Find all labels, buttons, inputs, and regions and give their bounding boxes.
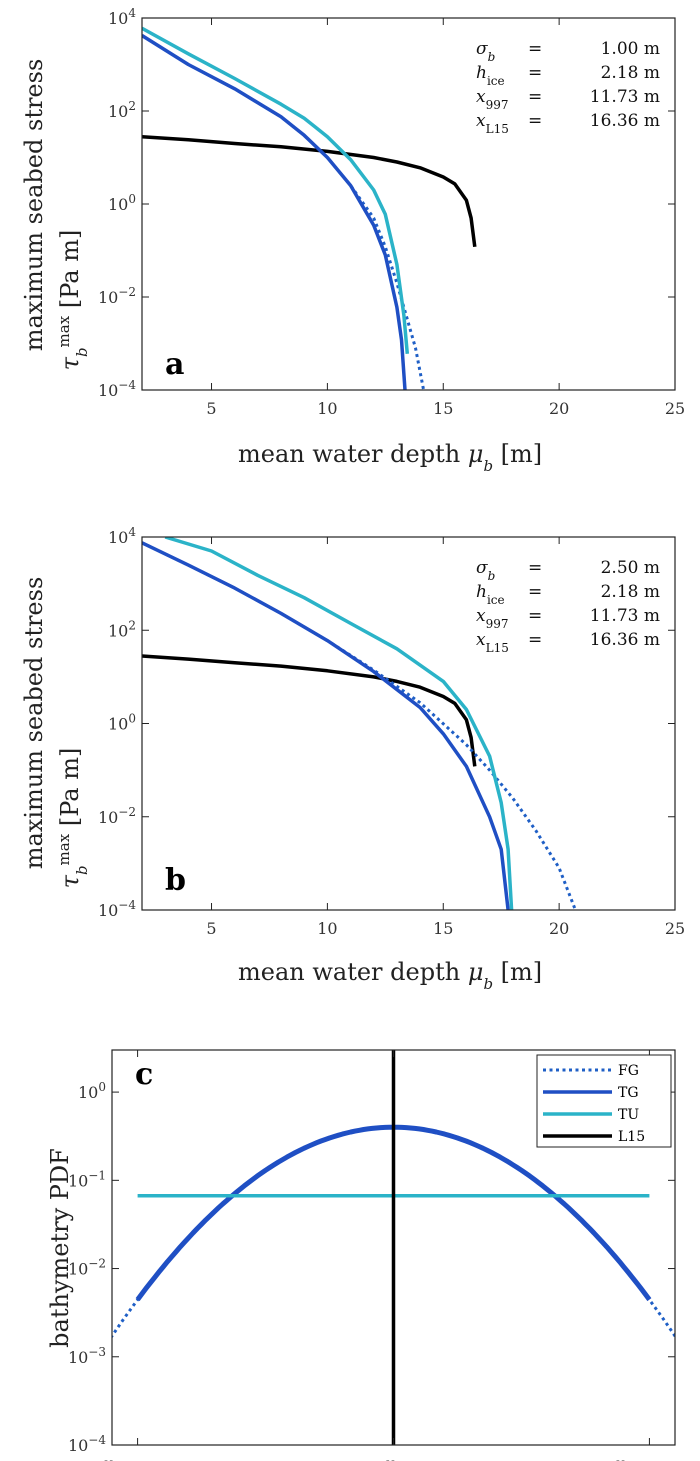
- annotation-xl15-label: xL15: [476, 111, 509, 136]
- y-tick-label: 104: [108, 525, 136, 547]
- x-tick-label: μb: [385, 1454, 402, 1461]
- annotation-eq: =: [528, 558, 542, 578]
- panel-a-series: [142, 26, 477, 390]
- annotation-eq: =: [528, 87, 542, 107]
- y-tick-label: 102: [108, 618, 136, 640]
- panel-label-c: c: [135, 1057, 153, 1092]
- y-tick-label: 10−2: [98, 805, 136, 827]
- legend-label-fg: FG: [618, 1063, 639, 1079]
- legend-label-l15: L15: [618, 1129, 645, 1145]
- annotation-x997-label: x997: [476, 606, 509, 631]
- series-tu-line: [142, 26, 410, 354]
- annotation-hice-value: 2.18 m: [601, 63, 660, 83]
- annotation-eq: =: [528, 39, 542, 59]
- panel-a-axes-box: [141, 17, 676, 391]
- y-axis-label-bottom: τbmax [Pa m]: [55, 748, 91, 889]
- x-tick-label: 20: [549, 399, 569, 418]
- legend-items: FG TG TU L15: [543, 1063, 645, 1145]
- series-l15-line: [142, 134, 477, 248]
- series-fg-line: [142, 541, 577, 910]
- legend-label-tg: TG: [618, 1085, 639, 1101]
- y-tick-label: 100: [78, 1080, 106, 1102]
- x-tick-label: 25: [665, 399, 685, 418]
- x-tick-label: 15: [433, 919, 453, 938]
- x-tick-label: 15: [433, 399, 453, 418]
- y-axis-label-top: maximum seabed stress: [20, 577, 48, 870]
- y-tick-label: 100: [108, 712, 136, 734]
- y-tick-label: 104: [108, 6, 136, 28]
- annotation-eq: =: [528, 606, 542, 626]
- annotation-x997-label: x997: [476, 87, 509, 112]
- panel-label-b: b: [165, 863, 186, 898]
- x-tick-label: μb + 3σb: [615, 1454, 684, 1461]
- y-axis-label-top: maximum seabed stress: [20, 59, 48, 352]
- series-tg-line: [142, 541, 510, 910]
- panel-a-ticks: 5 10 15 20 25 10−4 10−2 100 102 104: [98, 6, 685, 418]
- annotation-hice-value: 2.18 m: [601, 582, 660, 602]
- legend-label-tu: TU: [618, 1107, 639, 1123]
- y-axis-label-bottom: τbmax [Pa m]: [55, 230, 91, 371]
- panel-a-annotation: σb = 1.00 m hice = 2.18 m x997 = 11.73 m…: [476, 39, 660, 136]
- x-tick-label: μb − 3σb: [103, 1454, 172, 1461]
- y-tick-label: 100: [108, 192, 136, 214]
- x-tick-label: 5: [206, 399, 216, 418]
- panel-b-axes-box: [141, 536, 676, 911]
- annotation-xl15-label: xL15: [476, 630, 509, 655]
- annotation-eq: =: [528, 63, 542, 83]
- annotation-hice-label: hice: [476, 582, 505, 607]
- annotation-sigma-label: σb: [476, 558, 495, 583]
- panel-b-ticks: 5 10 15 20 25 10−4 10−2 100 102 104: [98, 525, 685, 938]
- x-tick-label: 10: [317, 399, 337, 418]
- annotation-eq: =: [528, 582, 542, 602]
- annotation-sigma-value: 1.00 m: [601, 39, 660, 59]
- x-tick-label: 25: [665, 919, 685, 938]
- panel-b-series: [142, 537, 577, 910]
- panel-a: 5 10 15 20 25 10−4 10−2 100 102 104 σb = 1.00 m h…: [20, 6, 685, 475]
- y-tick-label: 10−4: [98, 378, 136, 400]
- annotation-x997-value: 11.73 m: [590, 606, 660, 626]
- y-tick-label: 10−4: [98, 898, 136, 920]
- x-tick-label: 5: [206, 919, 216, 938]
- panel-b: 5 10 15 20 25 10−4 10−2 100 102 104 σb = 2.50 m h…: [20, 525, 685, 993]
- panel-label-a: a: [165, 347, 184, 382]
- annotation-hice-label: hice: [476, 63, 505, 88]
- legend: FG TG TU L15: [536, 1054, 672, 1148]
- y-tick-label: 10−4: [68, 1433, 106, 1455]
- x-axis-label: mean water depth μb [m]: [238, 958, 542, 993]
- x-axis-label: mean water depth μb [m]: [238, 440, 542, 475]
- x-tick-label: 10: [317, 919, 337, 938]
- annotation-sigma-label: σb: [476, 39, 495, 64]
- panel-c-series: [112, 1050, 675, 1445]
- series-l15-line: [142, 654, 477, 767]
- y-tick-label: 10−2: [98, 285, 136, 307]
- series-tu-line: [164, 537, 514, 910]
- annotation-xl15-value: 16.36 m: [590, 630, 660, 650]
- x-tick-label: 20: [549, 919, 569, 938]
- annotation-x997-value: 11.73 m: [590, 87, 660, 107]
- annotation-eq: =: [528, 111, 542, 131]
- panel-b-annotation: σb = 2.50 m hice = 2.18 m x997 = 11.73 m…: [476, 558, 660, 655]
- series-tg-line: [142, 34, 407, 390]
- series-fg-line: [142, 34, 426, 390]
- annotation-xl15-value: 16.36 m: [590, 111, 660, 131]
- y-axis-label: bathymetry PDF: [46, 1148, 74, 1348]
- y-tick-label: 102: [108, 99, 136, 121]
- annotation-sigma-value: 2.50 m: [601, 558, 660, 578]
- annotation-eq: =: [528, 630, 542, 650]
